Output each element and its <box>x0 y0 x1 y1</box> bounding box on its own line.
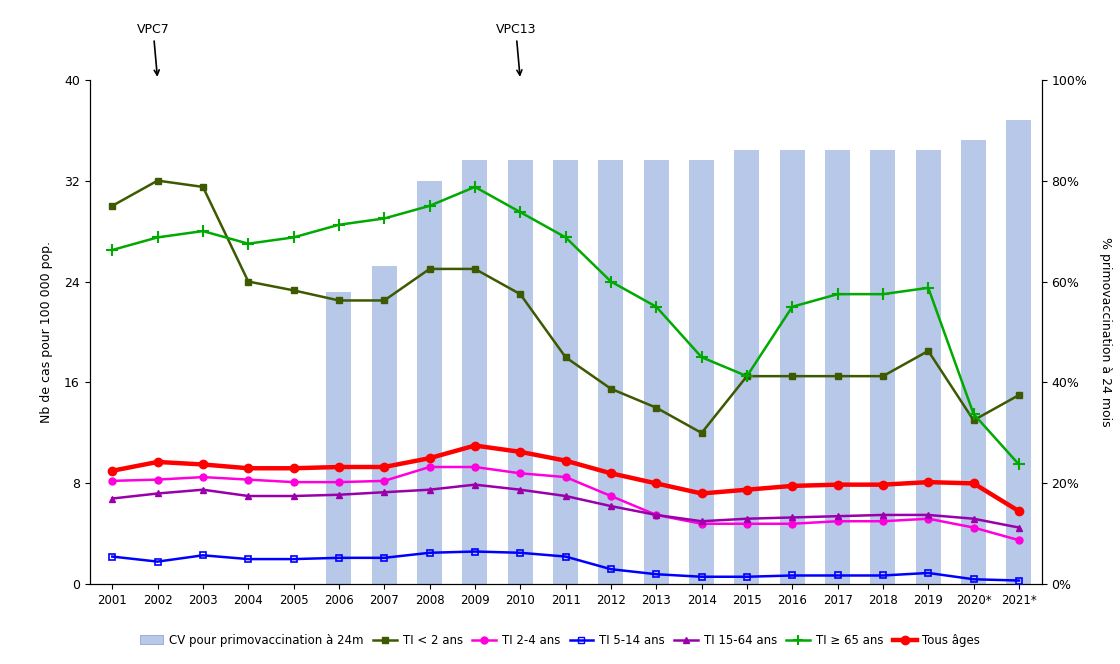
Bar <box>372 266 396 584</box>
Legend: CV pour primovaccination à 24m, TI < 2 ans, TI 2-4 ans, TI 5-14 ans, TI 15-64 an: CV pour primovaccination à 24m, TI < 2 a… <box>134 629 986 651</box>
Text: VPC13: VPC13 <box>495 23 536 75</box>
Bar <box>644 161 669 584</box>
Bar <box>326 291 352 584</box>
Bar <box>463 161 487 584</box>
Bar <box>780 150 805 584</box>
Bar <box>689 161 715 584</box>
Bar <box>598 161 624 584</box>
Bar <box>553 161 578 584</box>
Bar <box>507 161 533 584</box>
Text: VPC7: VPC7 <box>137 23 169 75</box>
Bar <box>1007 120 1032 584</box>
Bar <box>916 150 941 584</box>
Bar <box>870 150 895 584</box>
Bar <box>825 150 850 584</box>
Bar <box>961 140 986 584</box>
Y-axis label: % primovaccination à 24 mois: % primovaccination à 24 mois <box>1099 237 1112 427</box>
Bar <box>417 181 442 584</box>
Bar <box>735 150 759 584</box>
Y-axis label: Nb de cas pour 100 000 pop.: Nb de cas pour 100 000 pop. <box>40 241 53 423</box>
